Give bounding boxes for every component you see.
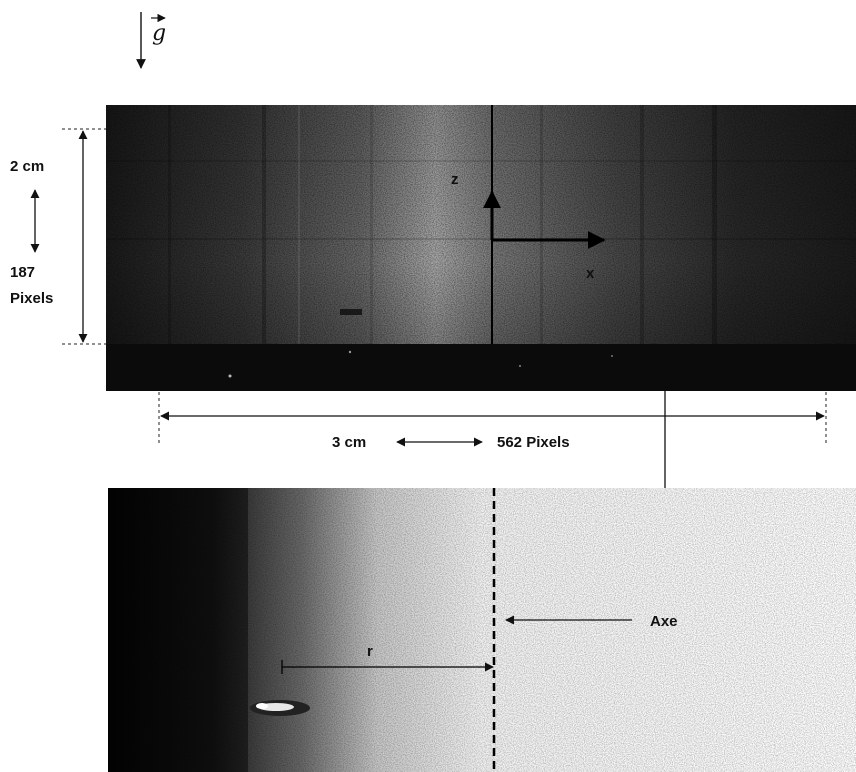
gravity-indicator: g [136,12,166,69]
vertical-scale-pixels-unit: Pixels [10,290,53,307]
z-axis-label: z [451,171,459,188]
coordinate-axes: z x [451,105,606,344]
vertical-scale-pixels-value: 187 [10,264,35,281]
horizontal-scale-pixels: 562 Pixels [497,434,570,451]
radius-indicator: r [281,643,494,674]
vertical-scale: 2 cm 187 Pixels [10,128,106,345]
bottom-photograph [108,488,856,772]
radius-label: r [367,643,373,660]
top-photograph [106,105,856,391]
horizontal-scale: 3 cm 562 Pixels [158,392,827,451]
axis-label: Axe [650,613,678,630]
particle-mark [340,309,362,315]
axis-callout: Axe [505,613,678,630]
liquid-surface-band [106,344,856,391]
x-axis-label: x [586,265,595,282]
vertical-scale-length: 2 cm [10,158,44,175]
gravity-symbol: g [152,21,166,46]
horizontal-scale-length: 3 cm [332,434,366,451]
